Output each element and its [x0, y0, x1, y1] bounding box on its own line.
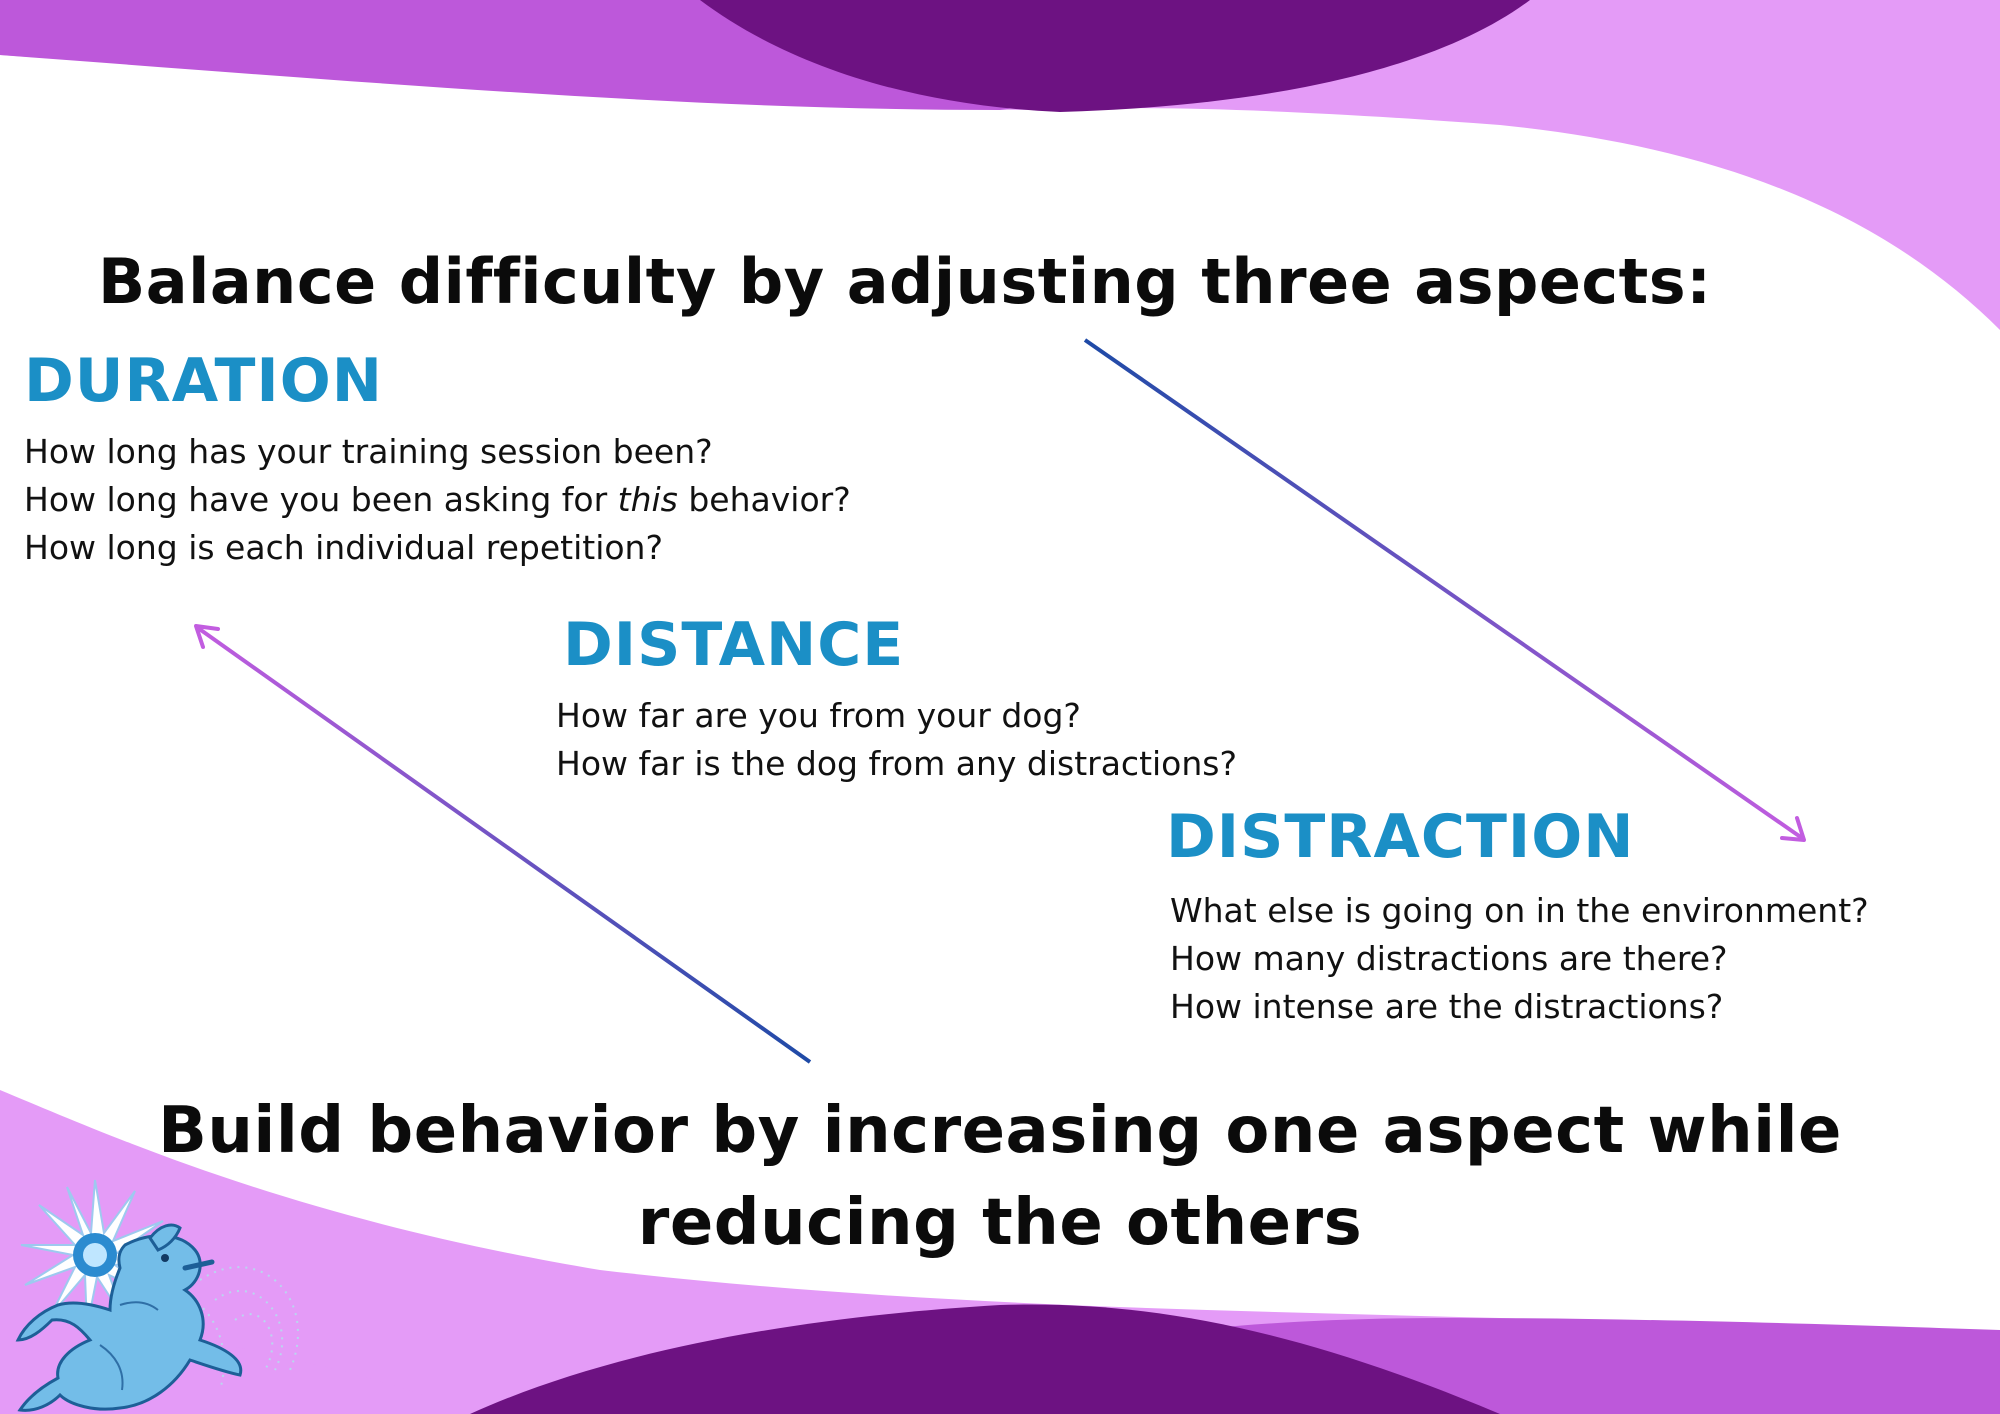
distance-question-1: How far are you from your dog? — [556, 696, 1081, 735]
bottom-wave-dark — [470, 1304, 1500, 1414]
dog-logo-icon — [15, 1179, 299, 1412]
duration-question-2-after: behavior? — [677, 480, 851, 519]
headline: Balance difficulty by adjusting three as… — [98, 245, 1712, 318]
duration-question-1: How long has your training session been? — [24, 432, 713, 471]
arrow-up-left-icon — [194, 624, 812, 1064]
footer-headline: Build behavior by increasing one aspect … — [50, 1085, 1950, 1269]
duration-title: DURATION — [24, 346, 383, 416]
distance-questions: How far are you from your dog? How far i… — [556, 692, 1237, 788]
distraction-title: DISTRACTION — [1166, 802, 1635, 872]
distraction-question-2: How many distractions are there? — [1170, 939, 1728, 978]
duration-questions: How long has your training session been?… — [24, 428, 851, 572]
duration-question-2-emphasis: this — [617, 480, 678, 519]
footer-line-2: reducing the others — [637, 1186, 1363, 1260]
arrow-down-right-icon — [1083, 338, 1806, 842]
duration-question-3: How long is each individual repetition? — [24, 528, 663, 567]
footer-line-1: Build behavior by increasing one aspect … — [158, 1094, 1842, 1168]
distance-question-2: How far is the dog from any distractions… — [556, 744, 1237, 783]
duration-question-2-before: How long have you been asking for — [24, 480, 618, 519]
distraction-question-1: What else is going on in the environment… — [1170, 891, 1869, 930]
distraction-questions: What else is going on in the environment… — [1170, 887, 1869, 1031]
distance-title: DISTANCE — [563, 610, 905, 680]
duration-question-2: How long have you been asking for this b… — [24, 476, 851, 524]
distraction-question-3: How intense are the distractions? — [1170, 987, 1724, 1026]
top-wave-dark — [700, 0, 1530, 112]
